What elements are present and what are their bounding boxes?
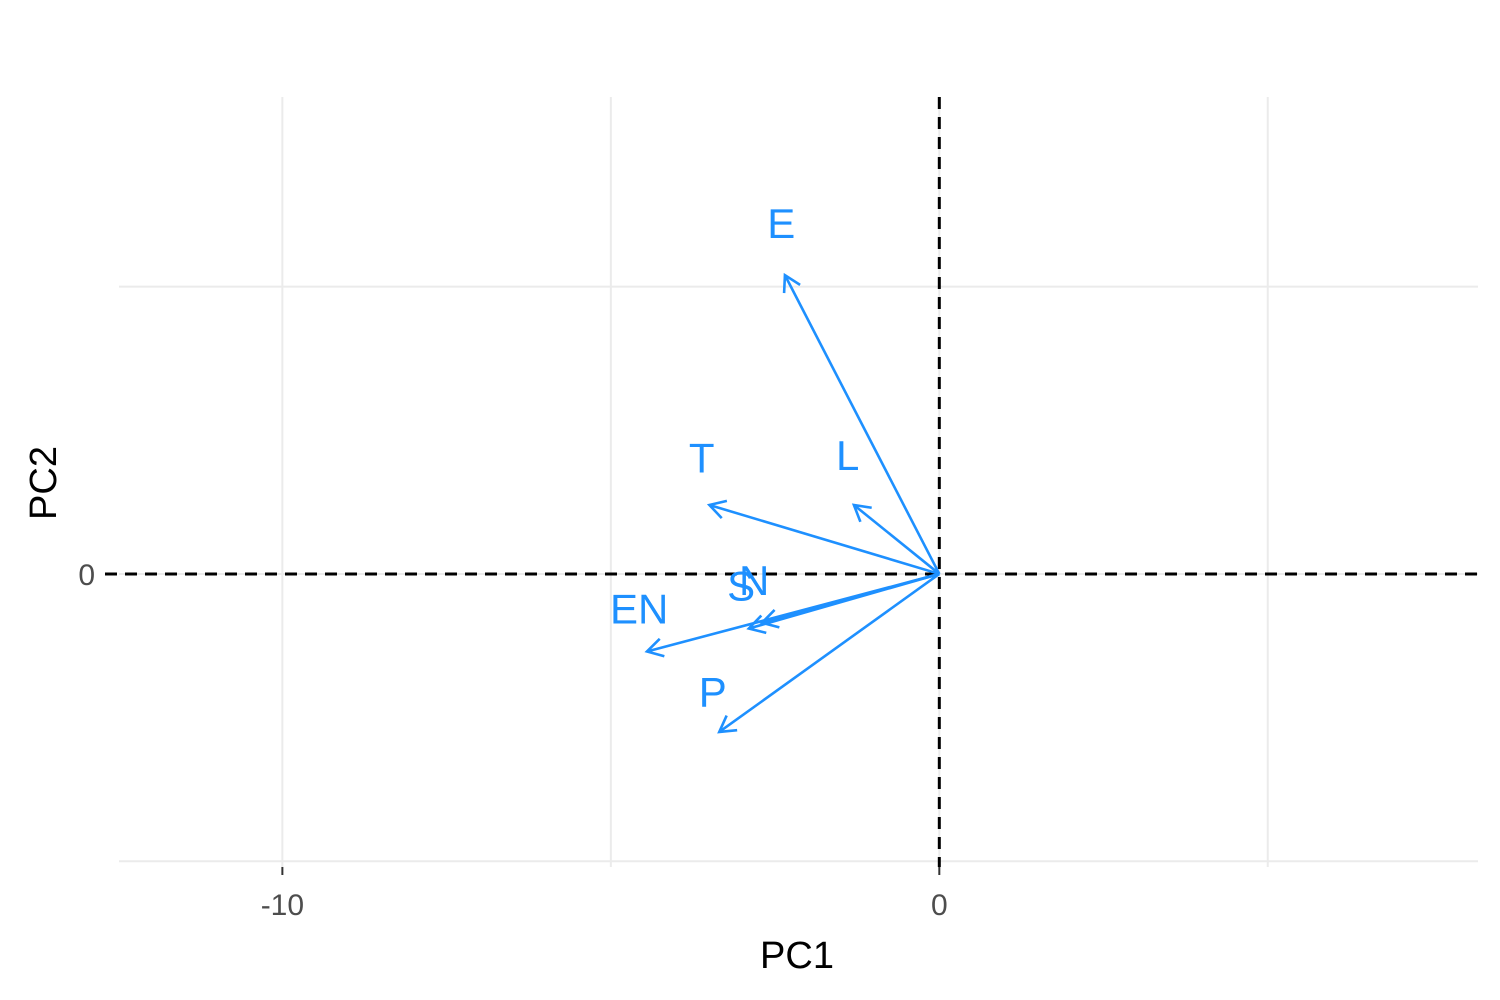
loading-arrow-e (783, 274, 941, 575)
loading-arrow-t (709, 503, 940, 576)
loading-arrow-en (646, 572, 940, 653)
reference-lines (105, 97, 1478, 867)
arrowhead-n (759, 609, 780, 629)
x-tick-label: 0 (931, 889, 948, 922)
grid-layer (119, 97, 1478, 867)
arrowhead-l (851, 503, 872, 523)
arrowhead-s (746, 614, 767, 635)
loading-label-l: L (836, 432, 859, 479)
loading-arrow-l (853, 503, 941, 575)
tick-labels: -10 0 0 (78, 559, 947, 922)
y-axis-title: PC2 (23, 446, 65, 520)
loading-labels: E T L SN EN P (610, 200, 859, 716)
loading-label-e: E (767, 200, 795, 247)
loading-arrow-p (718, 572, 941, 734)
x-axis-title: PC1 (760, 935, 834, 977)
loading-label-n: N (739, 557, 769, 604)
y-tick-label: 0 (78, 559, 95, 592)
arrowhead-en (644, 637, 665, 658)
arrowhead-t (706, 499, 728, 519)
loading-label-p: P (699, 669, 727, 716)
loading-vectors (644, 272, 941, 734)
arrowhead-e (782, 272, 801, 294)
loading-label-s: S (727, 563, 755, 610)
loading-label-t: T (689, 435, 715, 482)
x-tick-label: -10 (261, 889, 304, 922)
arrowhead-p (717, 715, 738, 734)
loading-label-en: EN (610, 586, 668, 633)
